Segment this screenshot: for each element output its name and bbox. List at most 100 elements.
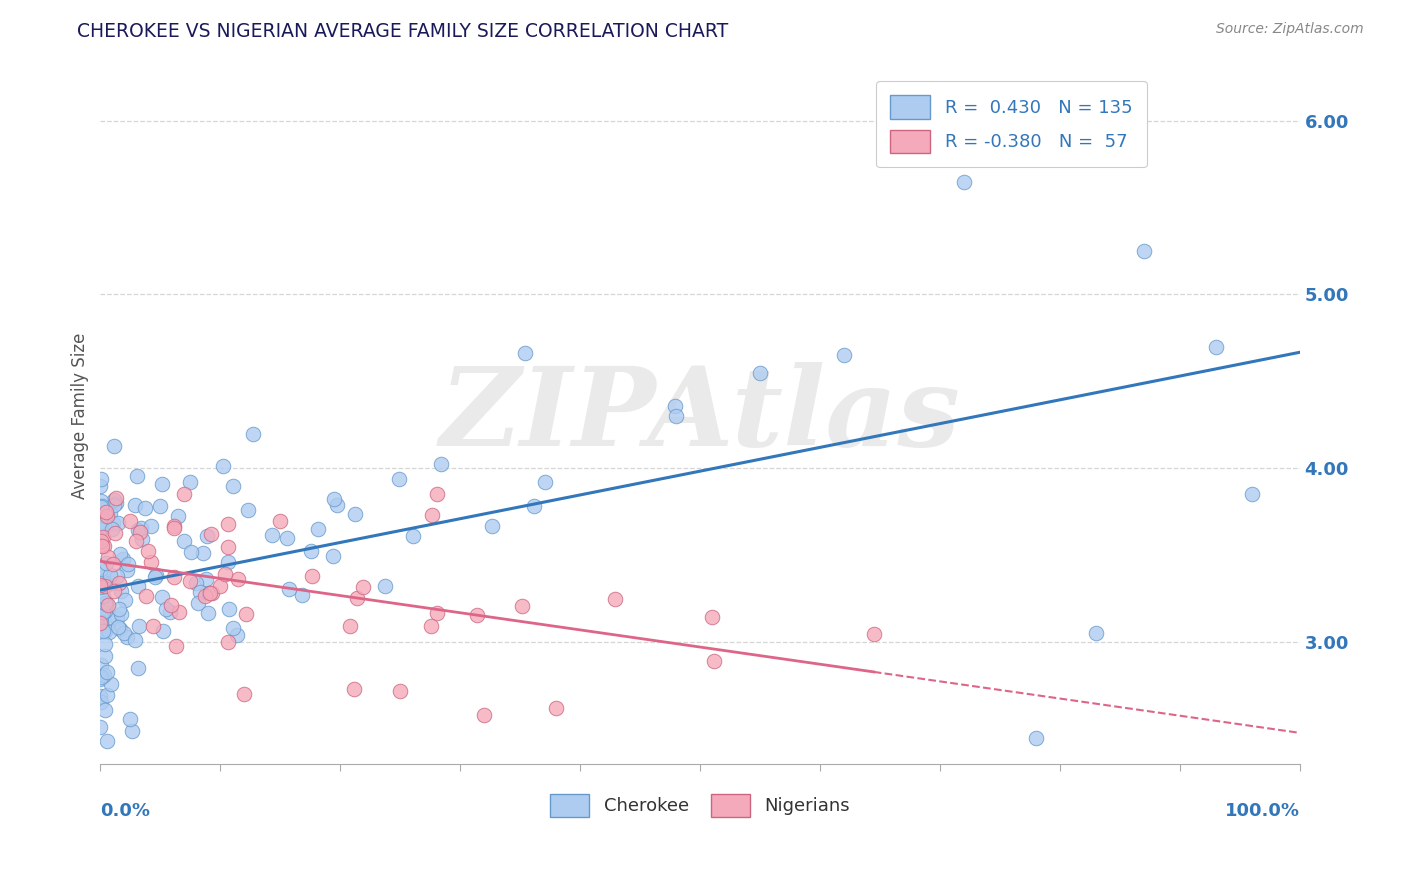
Point [93,573,115,587]
Point [104,525,127,540]
Point [343,682,366,697]
Point [222,621,245,635]
Point [167,606,190,620]
Point [233,687,256,701]
Point [195,528,218,542]
Point [388,472,411,486]
Point [142,619,165,633]
Point [90,533,112,548]
Point [162,521,184,535]
Text: 0.0%: 0.0% [100,802,150,820]
Point [163,519,186,533]
Point [91,574,114,589]
Point [127,524,149,538]
Point [117,558,139,572]
Point [544,701,567,715]
Point [124,633,146,648]
Point [91,605,114,619]
Point [90,500,112,514]
Point [534,475,557,489]
Point [211,458,233,473]
Point [700,610,723,624]
Point [114,593,136,607]
Point [110,607,132,621]
Point [93,667,115,681]
Point [226,572,249,586]
Point [96,505,118,519]
Point [134,501,156,516]
Point [91,530,114,544]
Point [117,563,139,577]
Point [129,521,152,535]
Point [748,366,770,380]
Point [260,528,283,542]
Point [89,522,111,536]
Point [159,605,181,619]
Point [127,468,149,483]
Point [89,524,111,538]
Point [194,589,217,603]
Point [112,552,135,566]
Point [93,539,115,553]
Point [191,546,214,560]
Point [1132,244,1154,258]
Point [426,607,449,621]
Point [326,498,349,512]
Point [832,348,855,362]
Point [180,545,202,559]
Point [299,543,322,558]
Point [269,514,291,528]
Point [89,478,111,492]
Point [307,523,329,537]
Point [91,499,114,513]
Point [301,569,323,583]
Point [420,508,443,523]
Point [420,618,443,632]
Point [89,615,111,630]
Point [120,712,142,726]
Point [107,516,129,530]
Point [98,575,121,590]
Point [120,514,142,528]
Point [89,578,111,592]
Point [89,621,111,635]
Point [96,502,118,516]
Point [93,648,115,663]
Point [510,599,533,613]
Legend: Cherokee, Nigerians: Cherokee, Nigerians [543,787,858,824]
Point [173,487,195,501]
Y-axis label: Average Family Size: Average Family Size [72,333,89,500]
Point [108,575,131,590]
Point [94,604,117,618]
Point [94,596,117,610]
Point [201,585,224,599]
Point [127,579,149,593]
Point [163,570,186,584]
Point [100,677,122,691]
Point [430,457,453,471]
Point [90,562,112,576]
Point [91,580,114,594]
Point [222,479,245,493]
Text: 100.0%: 100.0% [1225,802,1299,820]
Point [105,496,128,510]
Point [1240,487,1263,501]
Point [425,487,447,501]
Point [121,723,143,738]
Point [277,582,299,596]
Point [150,477,173,491]
Point [103,492,125,507]
Point [110,583,132,598]
Point [195,572,218,586]
Point [91,589,114,603]
Point [89,689,111,703]
Point [135,589,157,603]
Point [90,517,112,532]
Point [90,494,112,508]
Point [108,601,131,615]
Point [89,581,111,595]
Point [107,620,129,634]
Point [217,555,239,569]
Point [98,773,121,788]
Point [225,628,247,642]
